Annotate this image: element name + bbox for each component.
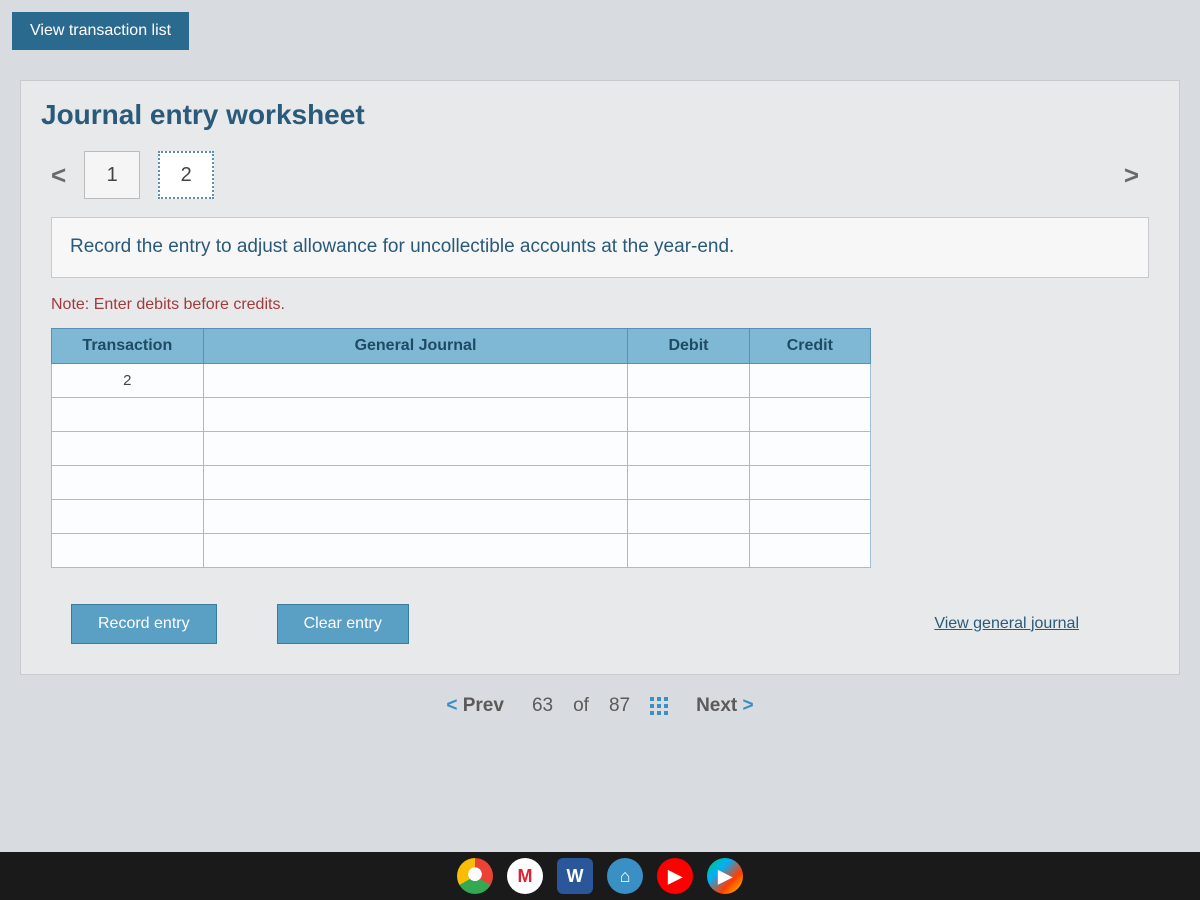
- clear-entry-button[interactable]: Clear entry: [277, 604, 409, 644]
- files-icon[interactable]: ⌂: [607, 858, 643, 894]
- worksheet-title: Journal entry worksheet: [21, 81, 1179, 143]
- cell-debit[interactable]: [628, 533, 749, 567]
- table-row: [52, 499, 871, 533]
- journal-table: Transaction General Journal Debit Credit…: [51, 328, 871, 568]
- chrome-icon[interactable]: [457, 858, 493, 894]
- cell-transaction[interactable]: [52, 397, 204, 431]
- col-header-transaction: Transaction: [52, 328, 204, 363]
- cell-transaction[interactable]: [52, 465, 204, 499]
- pager-next-chevron[interactable]: >: [1124, 160, 1139, 191]
- journal-table-container: Transaction General Journal Debit Credit…: [21, 328, 1179, 588]
- note-text: Note: Enter debits before credits.: [21, 292, 1179, 328]
- cell-credit[interactable]: [749, 465, 870, 499]
- cell-debit[interactable]: [628, 363, 749, 397]
- table-row: [52, 465, 871, 499]
- gmail-icon[interactable]: M: [507, 858, 543, 894]
- pager-page-1[interactable]: 1: [84, 151, 140, 199]
- pager-prev-chevron[interactable]: <: [51, 160, 66, 191]
- cell-transaction[interactable]: [52, 533, 204, 567]
- cell-credit[interactable]: [749, 397, 870, 431]
- play-store-icon[interactable]: ▶: [707, 858, 743, 894]
- cell-general-journal[interactable]: [203, 363, 628, 397]
- position-sep: of: [573, 695, 589, 717]
- view-general-journal-link[interactable]: View general journal: [934, 615, 1079, 633]
- next-label: Next: [696, 695, 737, 716]
- cell-general-journal[interactable]: [203, 397, 628, 431]
- cell-credit[interactable]: [749, 363, 870, 397]
- word-icon[interactable]: W: [557, 858, 593, 894]
- cell-debit[interactable]: [628, 499, 749, 533]
- table-row: 2: [52, 363, 871, 397]
- cell-credit[interactable]: [749, 431, 870, 465]
- grid-icon[interactable]: [650, 697, 668, 715]
- prev-button[interactable]: < Prev: [438, 691, 512, 721]
- cell-debit[interactable]: [628, 397, 749, 431]
- cell-general-journal[interactable]: [203, 465, 628, 499]
- chevron-left-icon: <: [446, 695, 457, 716]
- next-button[interactable]: Next >: [688, 691, 762, 721]
- record-entry-button[interactable]: Record entry: [71, 604, 217, 644]
- position-current: 63: [532, 695, 553, 717]
- view-transaction-list-button[interactable]: View transaction list: [12, 12, 189, 50]
- col-header-general-journal: General Journal: [203, 328, 628, 363]
- action-row: Record entry Clear entry View general jo…: [21, 588, 1179, 674]
- bottom-navigation: < Prev 63 of 87 Next >: [0, 691, 1200, 721]
- chevron-right-icon: >: [743, 695, 754, 716]
- cell-credit[interactable]: [749, 499, 870, 533]
- instruction-text: Record the entry to adjust allowance for…: [51, 217, 1149, 278]
- cell-transaction[interactable]: 2: [52, 363, 204, 397]
- table-row: [52, 533, 871, 567]
- col-header-credit: Credit: [749, 328, 870, 363]
- table-row: [52, 431, 871, 465]
- prev-label: Prev: [463, 695, 504, 716]
- cell-general-journal[interactable]: [203, 533, 628, 567]
- worksheet-pager: < 1 2 >: [21, 143, 1179, 217]
- cell-general-journal[interactable]: [203, 431, 628, 465]
- cell-transaction[interactable]: [52, 499, 204, 533]
- cell-general-journal[interactable]: [203, 499, 628, 533]
- table-row: [52, 397, 871, 431]
- cell-debit[interactable]: [628, 465, 749, 499]
- taskbar: M W ⌂ ▶ ▶: [0, 852, 1200, 900]
- cell-transaction[interactable]: [52, 431, 204, 465]
- cell-debit[interactable]: [628, 431, 749, 465]
- journal-entry-worksheet: Journal entry worksheet < 1 2 > Record t…: [20, 80, 1180, 675]
- pager-page-2[interactable]: 2: [158, 151, 214, 199]
- col-header-debit: Debit: [628, 328, 749, 363]
- position-total: 87: [609, 695, 630, 717]
- cell-credit[interactable]: [749, 533, 870, 567]
- youtube-icon[interactable]: ▶: [657, 858, 693, 894]
